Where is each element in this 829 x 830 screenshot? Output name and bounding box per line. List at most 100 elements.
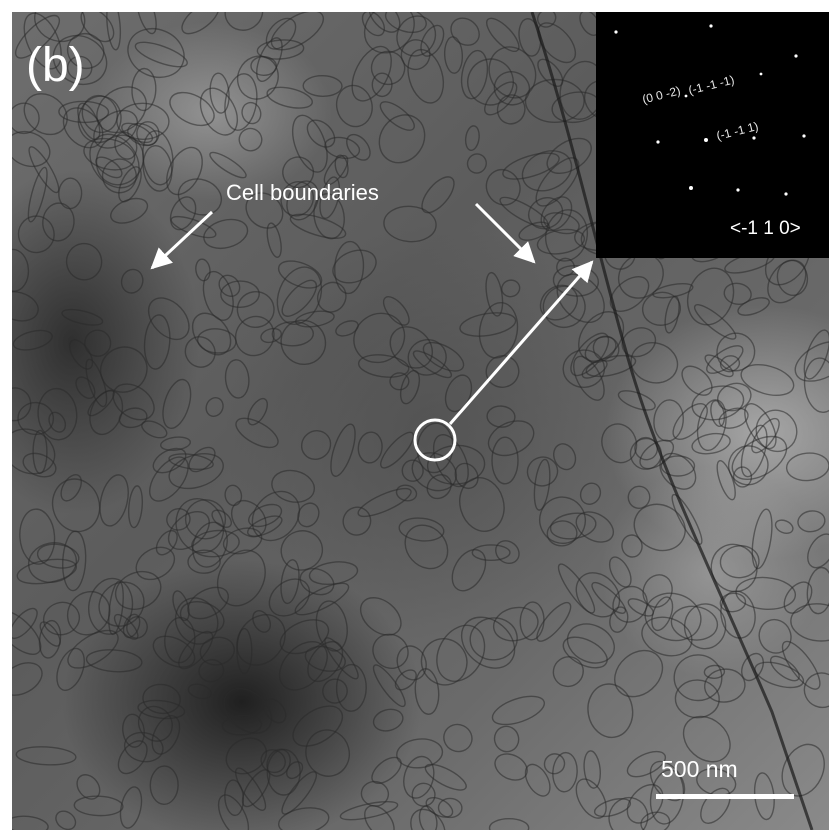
dislocation-cell bbox=[640, 811, 671, 830]
dislocation-cell bbox=[300, 430, 332, 460]
dislocation-cell bbox=[755, 409, 798, 453]
dislocation-cell bbox=[710, 400, 726, 427]
dislocation-cell bbox=[414, 668, 440, 715]
dislocation-cell bbox=[614, 649, 664, 698]
dislocation-cell bbox=[220, 280, 260, 309]
dislocation-cell bbox=[621, 327, 657, 358]
dislocation-cell bbox=[731, 435, 788, 481]
dislocation-cell bbox=[238, 127, 263, 152]
dislocation-cell bbox=[205, 397, 224, 417]
dislocation-cell bbox=[127, 28, 185, 78]
dislocation-cell bbox=[62, 530, 87, 592]
dislocation-cell bbox=[39, 621, 61, 647]
dislocation-cell bbox=[137, 699, 186, 720]
dislocation-cell bbox=[633, 503, 686, 552]
dislocation-cell bbox=[740, 364, 795, 396]
dislocation-cell bbox=[166, 508, 191, 531]
dislocation-cell bbox=[230, 499, 267, 538]
dislocation-cell bbox=[223, 687, 273, 734]
dislocation-cell bbox=[294, 582, 350, 616]
dislocation-cell bbox=[12, 329, 53, 351]
dislocation-cell bbox=[27, 166, 48, 223]
dislocation-cell bbox=[484, 81, 518, 116]
dislocation-cell bbox=[147, 297, 190, 341]
dislocation-cell bbox=[542, 285, 586, 329]
dislocation-cell bbox=[372, 664, 406, 708]
dislocation-cell bbox=[437, 797, 463, 819]
dislocation-cell bbox=[245, 192, 284, 229]
dislocation-cell bbox=[575, 778, 607, 819]
dislocation-cell bbox=[703, 664, 726, 680]
dislocation-cell bbox=[608, 796, 649, 830]
dislocation-cell bbox=[73, 795, 124, 817]
dislocation-cell bbox=[169, 91, 215, 127]
zone-axis-label: <-1 1 0> bbox=[730, 218, 801, 239]
dislocation-cell bbox=[282, 156, 315, 189]
dislocation-cell bbox=[536, 601, 572, 642]
dislocation-cell bbox=[23, 93, 68, 136]
dislocation-cell bbox=[501, 279, 521, 298]
dislocation-cell bbox=[42, 202, 75, 242]
dislocation-cell bbox=[609, 606, 629, 633]
dislocation-cell bbox=[720, 590, 756, 639]
dislocation-cell bbox=[443, 723, 473, 753]
dislocation-cell bbox=[131, 67, 157, 112]
dislocation-cell bbox=[266, 748, 291, 777]
dislocation-cell bbox=[235, 417, 279, 449]
dislocation-cell bbox=[781, 640, 821, 690]
dislocation-cell bbox=[416, 422, 454, 474]
dislocation-cell bbox=[184, 336, 216, 368]
dislocation-cell bbox=[177, 178, 223, 216]
dislocation-cell bbox=[12, 815, 49, 830]
dislocation-cell bbox=[420, 638, 468, 686]
dislocation-cell bbox=[135, 546, 176, 581]
dislocation-cell bbox=[496, 94, 526, 125]
dislocation-cell bbox=[335, 84, 373, 128]
dislocation-cell bbox=[270, 12, 324, 51]
dislocation-cell bbox=[774, 519, 794, 534]
dislocation-cell bbox=[342, 506, 372, 536]
dislocation-cell bbox=[224, 359, 250, 399]
dislocation-cell bbox=[502, 152, 560, 180]
dislocation-cell bbox=[32, 429, 48, 475]
dislocation-cell bbox=[601, 423, 638, 464]
dislocation-cell bbox=[357, 354, 410, 378]
dislocation-cell bbox=[767, 259, 807, 304]
dislocation-cell bbox=[122, 613, 141, 639]
dislocation-cell bbox=[127, 485, 144, 529]
dislocation-cell bbox=[535, 157, 580, 207]
dislocation-cell bbox=[83, 137, 136, 171]
diffraction-pattern-inset: (0 0 -2) (-1 -1 -1) (-1 -1 1) bbox=[596, 12, 829, 258]
dislocation-cell bbox=[751, 508, 773, 570]
dislocation-cell bbox=[322, 678, 348, 704]
dislocation-cell bbox=[281, 279, 318, 317]
dislocation-cell bbox=[359, 597, 402, 636]
dislocation-cell bbox=[89, 133, 140, 189]
dislocation-cell bbox=[142, 145, 173, 192]
dislocation-cell bbox=[471, 544, 511, 561]
dislocation-cell bbox=[384, 12, 427, 34]
dislocation-cell bbox=[380, 431, 415, 469]
dislocation-cell bbox=[626, 783, 664, 824]
dislocation-cell bbox=[99, 474, 129, 527]
dislocation-cell bbox=[66, 32, 105, 70]
dislocation-cell bbox=[209, 72, 230, 114]
dislocation-cell bbox=[15, 746, 77, 766]
dislocation-cell bbox=[174, 597, 219, 645]
dislocation-cell bbox=[89, 390, 124, 436]
dislocation-cell bbox=[17, 401, 55, 436]
dislocation-cell bbox=[460, 616, 516, 669]
dislocation-cell bbox=[299, 567, 335, 596]
dislocation-cell bbox=[66, 590, 111, 636]
dislocation-cell bbox=[583, 750, 601, 789]
dislocation-cell bbox=[674, 679, 720, 719]
dislocation-cell bbox=[537, 22, 577, 64]
dislocation-cell bbox=[332, 249, 377, 284]
scale-bar-label: 500 nm bbox=[661, 756, 738, 782]
dislocation-cell bbox=[556, 273, 605, 324]
dislocation-cell bbox=[467, 58, 514, 106]
dislocation-cell bbox=[241, 101, 262, 125]
dislocation-cell bbox=[164, 616, 196, 664]
dislocation-cell bbox=[12, 662, 43, 696]
dislocation-cell bbox=[280, 530, 324, 571]
